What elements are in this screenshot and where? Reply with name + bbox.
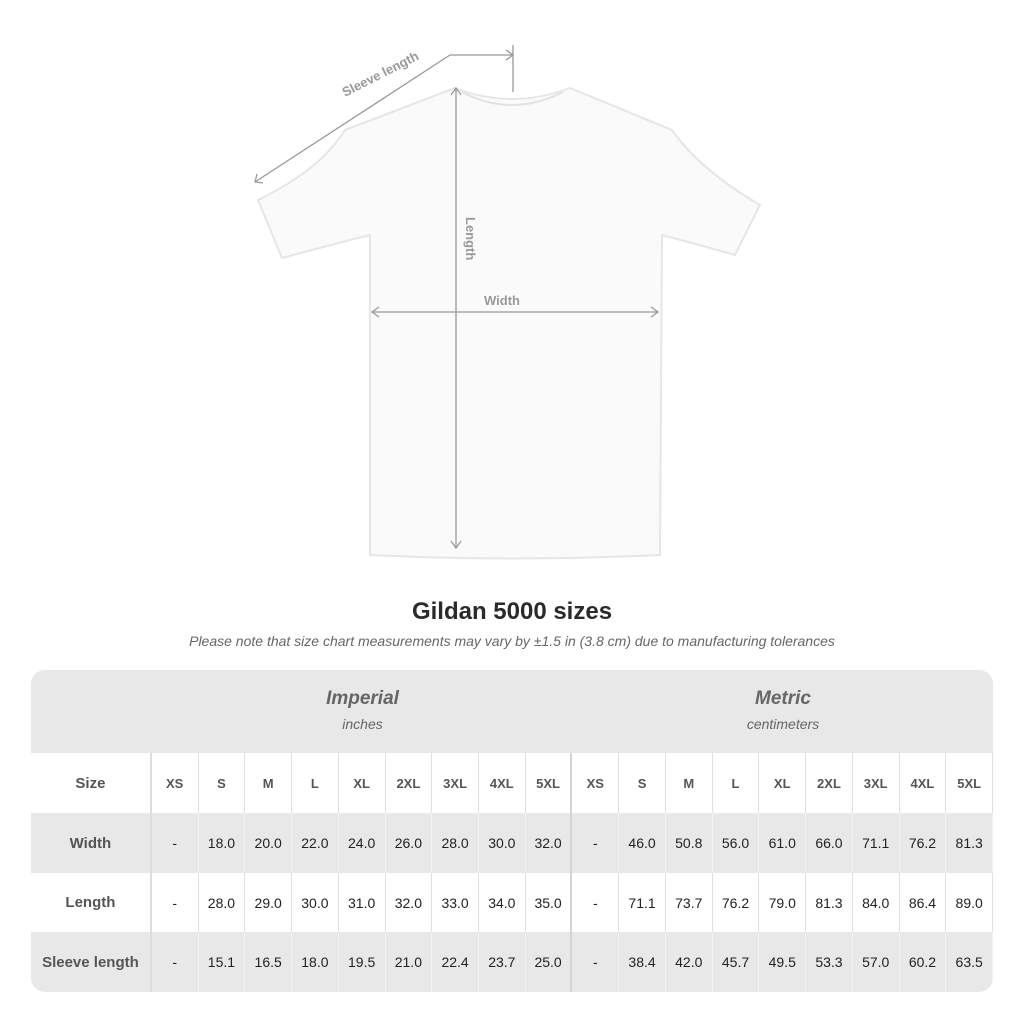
length-label: Length [463, 217, 478, 260]
value-cell: 25.0 [526, 932, 573, 992]
value-cell: 35.0 [526, 873, 573, 932]
imperial-group: Imperial inches [152, 688, 573, 732]
size-header-cell: 3XL [432, 753, 479, 813]
value-cell: 46.0 [619, 813, 666, 873]
value-cell: 19.5 [339, 932, 386, 992]
row-label: Width [31, 813, 152, 873]
value-cell: 29.0 [245, 873, 293, 932]
value-cell: 20.0 [245, 813, 293, 873]
value-cell: 18.0 [292, 932, 339, 992]
size-header-cell: 2XL [806, 753, 853, 813]
value-cell: 30.0 [292, 873, 339, 932]
value-cell: 24.0 [339, 813, 386, 873]
tshirt-image [256, 86, 762, 560]
measure-lines [254, 45, 660, 550]
tshirt-diagram: Sleeve length Length Width [254, 45, 762, 560]
value-cell: 45.7 [713, 932, 760, 992]
value-cell: 31.0 [339, 873, 386, 932]
imperial-title: Imperial [326, 688, 399, 709]
size-header-cell: 3XL [853, 753, 900, 813]
value-cell: 86.4 [900, 873, 947, 932]
value-cell: 22.4 [432, 932, 479, 992]
value-cell: - [152, 813, 199, 873]
value-cell: 34.0 [479, 873, 526, 932]
metric-title: Metric [755, 688, 811, 709]
size-header-cell: L [713, 753, 760, 813]
value-cell: 16.5 [245, 932, 293, 992]
value-cell: 81.3 [806, 873, 853, 932]
size-header-cell: XL [339, 753, 386, 813]
value-cell: 71.1 [853, 813, 900, 873]
value-cell: 33.0 [432, 873, 479, 932]
chart-title: Gildan 5000 sizes [411, 598, 613, 625]
size-header-cell: XL [759, 753, 807, 813]
row-label: Sleeve length [31, 932, 152, 992]
size-header-cell: 5XL [946, 753, 993, 813]
value-cell: 81.3 [946, 813, 993, 873]
value-cell: 49.5 [759, 932, 807, 992]
tolerance-note: Please note that size chart measurements… [189, 633, 835, 649]
value-cell: 28.0 [432, 813, 479, 873]
size-header-cell: M [666, 753, 713, 813]
size-table: Imperial inches Metric centimeters Size X… [31, 670, 993, 992]
value-cell: 42.0 [666, 932, 713, 992]
value-cell: 15.1 [199, 932, 246, 992]
table-row: Width -18.0 20.0 22.0 24.0 26.0 28.0 30.0 32.0-4… [31, 813, 993, 873]
value-cell: 21.0 [386, 932, 433, 992]
value-cell: 71.1 [619, 873, 666, 932]
value-cell: 66.0 [806, 813, 853, 873]
value-cell: 56.0 [713, 813, 760, 873]
value-cell: 23.7 [479, 932, 526, 992]
row-label: Length [31, 873, 152, 932]
value-cell: 18.0 [199, 813, 246, 873]
size-header-cell: L [292, 753, 339, 813]
value-cell: 22.0 [292, 813, 339, 873]
size-header-cell: 5XL [526, 753, 573, 813]
value-cell: 76.2 [900, 813, 947, 873]
size-header-cell: 4XL [479, 753, 526, 813]
table-row: Length -28.0 29.0 30.0 31.0 32.0 33.0 34.0 35.0-… [31, 873, 993, 932]
group-header: Imperial inches Metric centimeters [31, 670, 993, 753]
value-cell: 26.0 [386, 813, 433, 873]
value-cell: 53.3 [806, 932, 853, 992]
size-header-cell: M [245, 753, 293, 813]
value-cell: 79.0 [759, 873, 807, 932]
value-cell: - [572, 932, 620, 992]
metric-unit: centimeters [746, 716, 820, 732]
value-cell: 84.0 [853, 873, 900, 932]
value-cell: 30.0 [479, 813, 526, 873]
value-cell: - [152, 932, 199, 992]
width-label: Width [484, 293, 520, 308]
metric-group: Metric centimeters [573, 688, 993, 732]
value-cell: 63.5 [946, 932, 993, 992]
table-row: Sleeve length -15.1 16.5 18.0 19.5 21.0 22.4 23… [31, 932, 993, 992]
value-cell: 57.0 [853, 932, 900, 992]
value-cell: - [572, 813, 620, 873]
value-cell: 32.0 [526, 813, 573, 873]
value-cell: 89.0 [946, 873, 993, 932]
row-label: Size [31, 753, 152, 813]
value-cell: 50.8 [666, 813, 713, 873]
sleeve-length-label: Sleeve length [340, 48, 422, 99]
size-header-cell: S [199, 753, 246, 813]
value-cell: 60.2 [900, 932, 947, 992]
value-cell: 76.2 [713, 873, 760, 932]
value-cell: 32.0 [386, 873, 433, 932]
imperial-unit: inches [342, 716, 383, 732]
size-header-row: Size XS S M L XL 2XL 3XL 4XL 5XL XS S M L XL 2XL 3XL 4XL 5… [31, 753, 993, 813]
size-header-cell: XS [152, 753, 199, 813]
value-cell: 61.0 [759, 813, 807, 873]
value-cell: - [572, 873, 620, 932]
size-header-cell: 4XL [900, 753, 947, 813]
value-cell: 38.4 [619, 932, 666, 992]
size-header-cell: 2XL [386, 753, 433, 813]
value-cell: 73.7 [666, 873, 713, 932]
size-header-cell: XS [572, 753, 620, 813]
value-cell: - [152, 873, 199, 932]
size-header-cell: S [619, 753, 666, 813]
value-cell: 28.0 [199, 873, 246, 932]
